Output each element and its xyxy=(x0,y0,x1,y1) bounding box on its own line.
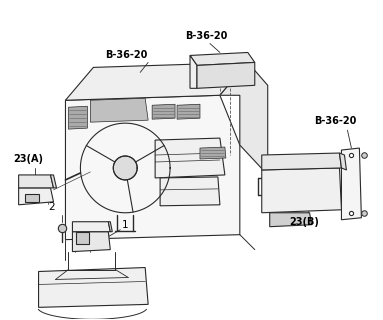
Polygon shape xyxy=(160,177,220,206)
Polygon shape xyxy=(65,62,248,100)
Text: B-36-20: B-36-20 xyxy=(185,30,228,41)
Polygon shape xyxy=(262,153,342,170)
Polygon shape xyxy=(152,104,175,119)
Text: 2: 2 xyxy=(49,202,55,212)
Polygon shape xyxy=(220,62,268,175)
Polygon shape xyxy=(72,222,110,232)
Polygon shape xyxy=(72,232,110,252)
Polygon shape xyxy=(200,147,226,159)
Polygon shape xyxy=(155,138,225,178)
Polygon shape xyxy=(77,232,89,244)
Polygon shape xyxy=(339,153,347,170)
Polygon shape xyxy=(69,106,87,129)
Polygon shape xyxy=(113,156,137,180)
Text: 23(B): 23(B) xyxy=(290,217,319,227)
Polygon shape xyxy=(90,98,148,122)
Polygon shape xyxy=(190,52,255,65)
Polygon shape xyxy=(262,168,342,213)
Polygon shape xyxy=(39,268,148,307)
Polygon shape xyxy=(65,95,240,240)
Polygon shape xyxy=(342,148,362,220)
Polygon shape xyxy=(51,175,56,188)
Polygon shape xyxy=(19,188,54,205)
Polygon shape xyxy=(108,222,112,232)
Text: 1: 1 xyxy=(122,220,129,230)
Polygon shape xyxy=(270,213,311,227)
Text: B-36-20: B-36-20 xyxy=(314,116,357,126)
Polygon shape xyxy=(190,55,197,88)
Text: B-36-20: B-36-20 xyxy=(105,51,148,60)
Polygon shape xyxy=(25,194,39,202)
Polygon shape xyxy=(197,62,255,88)
Polygon shape xyxy=(177,104,200,119)
Polygon shape xyxy=(19,175,54,188)
Text: 23(A): 23(A) xyxy=(14,154,44,164)
